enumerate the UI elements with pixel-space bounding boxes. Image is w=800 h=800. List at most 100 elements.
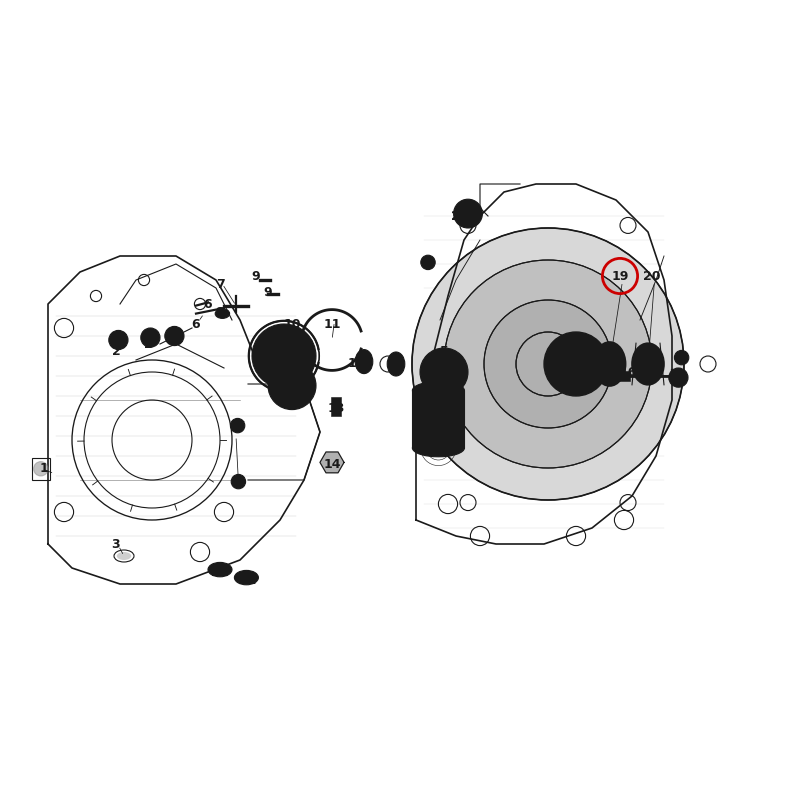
Text: 12: 12	[347, 358, 365, 370]
Circle shape	[262, 334, 306, 378]
Text: 9: 9	[252, 270, 260, 282]
Text: 6: 6	[204, 298, 212, 310]
Circle shape	[283, 378, 291, 386]
Text: 18: 18	[579, 358, 597, 370]
Circle shape	[297, 365, 303, 371]
Circle shape	[283, 326, 291, 334]
Circle shape	[308, 382, 314, 389]
Ellipse shape	[413, 382, 465, 399]
Text: 21: 21	[211, 566, 229, 578]
Text: 1: 1	[40, 462, 48, 474]
Text: 3: 3	[112, 538, 120, 550]
Circle shape	[295, 374, 303, 382]
Circle shape	[556, 344, 596, 384]
Text: 9: 9	[264, 286, 272, 298]
Text: 13: 13	[435, 386, 453, 398]
Text: 19: 19	[611, 270, 629, 282]
Circle shape	[428, 354, 434, 361]
Circle shape	[305, 393, 311, 399]
Bar	[441, 382, 450, 402]
Circle shape	[454, 199, 482, 228]
Text: 4: 4	[424, 258, 432, 270]
Circle shape	[276, 368, 282, 374]
Circle shape	[306, 352, 314, 360]
Polygon shape	[320, 452, 344, 473]
Circle shape	[484, 300, 612, 428]
Circle shape	[260, 370, 268, 378]
Bar	[331, 397, 341, 416]
Circle shape	[254, 358, 262, 366]
Circle shape	[231, 474, 246, 489]
Circle shape	[141, 328, 160, 347]
Text: 3: 3	[672, 374, 680, 386]
Circle shape	[303, 340, 311, 348]
Text: 15: 15	[427, 418, 445, 430]
Circle shape	[270, 388, 277, 394]
Circle shape	[230, 418, 245, 433]
Circle shape	[252, 324, 316, 388]
Circle shape	[276, 397, 282, 403]
Circle shape	[268, 362, 316, 410]
Circle shape	[428, 383, 434, 390]
Circle shape	[421, 255, 435, 270]
Text: 16: 16	[619, 366, 637, 378]
Bar	[32, 458, 50, 480]
Ellipse shape	[234, 570, 258, 585]
Text: 5: 5	[440, 346, 448, 358]
Circle shape	[460, 369, 466, 375]
Circle shape	[544, 332, 608, 396]
Text: 13: 13	[327, 402, 345, 414]
Text: 23: 23	[451, 210, 469, 222]
Text: 2: 2	[112, 346, 120, 358]
Text: 6: 6	[192, 318, 200, 330]
Circle shape	[444, 260, 652, 468]
Circle shape	[412, 228, 684, 500]
Circle shape	[420, 348, 468, 396]
Circle shape	[305, 372, 311, 378]
Text: 11: 11	[323, 318, 341, 330]
Ellipse shape	[594, 342, 626, 386]
Circle shape	[428, 356, 460, 388]
Circle shape	[438, 350, 445, 356]
Circle shape	[674, 350, 689, 365]
Circle shape	[295, 330, 303, 338]
Circle shape	[254, 346, 262, 354]
Circle shape	[449, 351, 455, 358]
Text: 7: 7	[216, 278, 224, 290]
Ellipse shape	[239, 574, 254, 582]
Circle shape	[270, 377, 278, 385]
Ellipse shape	[208, 562, 232, 577]
Text: 10: 10	[283, 318, 301, 330]
Ellipse shape	[413, 439, 465, 457]
Circle shape	[34, 462, 48, 476]
Circle shape	[270, 327, 278, 335]
Text: 14: 14	[323, 458, 341, 470]
Ellipse shape	[355, 350, 373, 374]
Circle shape	[457, 358, 463, 365]
Circle shape	[165, 326, 184, 346]
Circle shape	[260, 334, 268, 342]
Ellipse shape	[601, 350, 618, 378]
Ellipse shape	[117, 552, 131, 560]
Text: 4: 4	[676, 354, 684, 366]
Ellipse shape	[213, 566, 227, 574]
Ellipse shape	[387, 352, 405, 376]
Circle shape	[297, 400, 303, 406]
Ellipse shape	[632, 343, 664, 385]
Circle shape	[276, 370, 308, 402]
Circle shape	[422, 363, 429, 370]
Circle shape	[669, 368, 688, 387]
Circle shape	[438, 388, 445, 394]
Circle shape	[286, 402, 293, 408]
Text: 22: 22	[239, 574, 257, 586]
Text: 5: 5	[288, 374, 296, 386]
Text: 10: 10	[295, 350, 313, 362]
Circle shape	[270, 377, 277, 383]
Text: 2: 2	[172, 334, 180, 346]
Circle shape	[286, 363, 293, 370]
Text: 4: 4	[232, 418, 240, 430]
Text: 20: 20	[643, 270, 661, 282]
Circle shape	[109, 330, 128, 350]
Text: 12: 12	[387, 358, 405, 370]
Circle shape	[303, 364, 311, 372]
